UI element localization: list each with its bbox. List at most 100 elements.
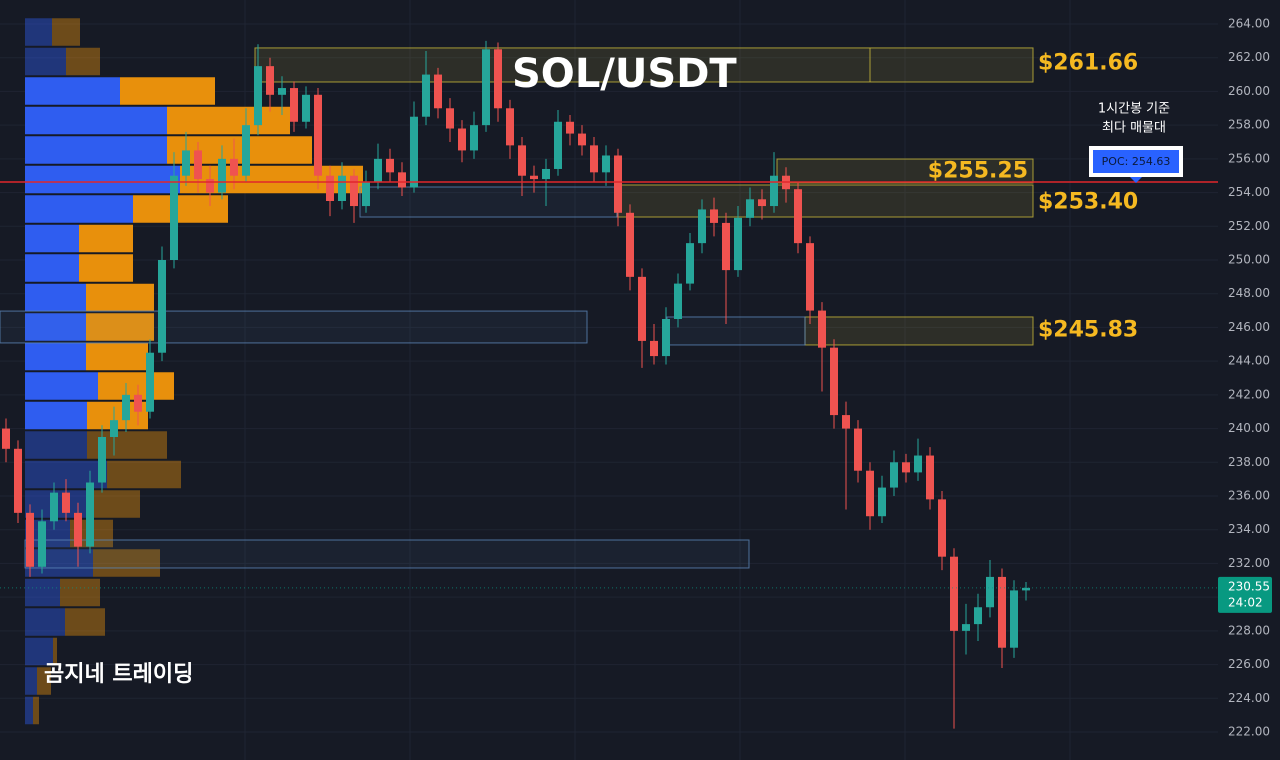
y-tick-label: 236.00: [1228, 489, 1270, 503]
price-zone: [616, 184, 1034, 218]
profile-buy-bar: [25, 195, 133, 223]
candle-body: [230, 158, 238, 176]
candle-body: [458, 128, 466, 151]
candle-body: [278, 88, 286, 95]
candle-body: [554, 121, 562, 169]
y-tick-label: 246.00: [1228, 320, 1270, 334]
candle-body: [830, 347, 838, 416]
candle-body: [614, 155, 622, 213]
price-zone: [804, 316, 1034, 346]
candle-body: [566, 121, 574, 134]
candle-body: [326, 175, 334, 201]
candle-body: [26, 512, 34, 567]
profile-buy-bar: [25, 667, 37, 695]
profile-sell-bar: [167, 106, 290, 135]
candle-body: [542, 168, 550, 180]
candle-body: [506, 108, 514, 146]
y-tick-label: 238.00: [1228, 455, 1270, 469]
y-tick-label: 252.00: [1228, 219, 1270, 233]
candle-body: [950, 556, 958, 631]
candle-body: [242, 125, 250, 176]
poc-badge-pointer: [1130, 177, 1142, 183]
y-tick-label: 244.00: [1228, 354, 1270, 368]
poc-badge: [1093, 150, 1179, 173]
price-zone: [666, 316, 806, 346]
candle-body: [86, 482, 94, 547]
profile-sell-bar: [86, 283, 154, 312]
profile-sell-bar: [53, 637, 57, 666]
candle-body: [62, 492, 70, 513]
candle-body: [974, 607, 982, 625]
candle-body: [758, 199, 766, 207]
y-tick-label: 248.00: [1228, 286, 1270, 300]
profile-buy-bar: [25, 136, 167, 164]
y-tick-label: 234.00: [1228, 522, 1270, 536]
profile-sell-bar: [33, 696, 39, 725]
candle-body: [194, 150, 202, 180]
candle-body: [266, 66, 274, 95]
profile-sell-bar: [65, 608, 105, 636]
profile-sell-bar: [60, 578, 100, 607]
candle-body: [602, 155, 610, 173]
price-zone: [776, 158, 1034, 184]
candle-body: [218, 158, 226, 193]
candle-body: [158, 260, 166, 353]
profile-buy-bar: [25, 342, 86, 371]
zone-label: $253.40: [1038, 190, 1138, 215]
candle-body: [434, 74, 442, 109]
profile-sell-bar: [86, 313, 154, 341]
y-tick-label: 222.00: [1228, 725, 1270, 739]
profile-sell-bar: [66, 47, 100, 76]
candle-body: [518, 145, 526, 176]
candle-body: [662, 319, 670, 357]
candle-body: [746, 199, 754, 218]
candle-body: [410, 116, 418, 188]
y-tick-label: 254.00: [1228, 185, 1270, 199]
profile-sell-bar: [133, 195, 228, 223]
candle-body: [722, 222, 730, 271]
profile-buy-bar: [25, 254, 79, 282]
profile-sell-bar: [90, 490, 140, 518]
poc-badge-label: POC: 254.63: [1102, 155, 1171, 168]
candle-body: [374, 158, 382, 183]
y-tick-label: 228.00: [1228, 623, 1270, 637]
candle-body: [254, 66, 262, 126]
profile-buy-bar: [25, 106, 167, 135]
profile-buy-bar: [25, 696, 33, 725]
y-tick-label: 262.00: [1228, 50, 1270, 64]
profile-buy-bar: [25, 608, 65, 636]
candle-body: [914, 455, 922, 473]
price-zone: [0, 310, 588, 344]
candle-body: [1010, 590, 1018, 648]
profile-sell-bar: [37, 667, 51, 695]
profile-buy-bar: [25, 224, 79, 253]
profile-buy-bar: [25, 372, 98, 400]
y-tick-label: 226.00: [1228, 657, 1270, 671]
candle-body: [770, 175, 778, 207]
zone-label: $261.66: [1038, 50, 1138, 75]
y-tick-label: 240.00: [1228, 421, 1270, 435]
candle-body: [986, 576, 994, 608]
candle-body: [650, 340, 658, 357]
candle-body: [686, 243, 694, 284]
candle-body: [290, 88, 298, 122]
candle-body: [710, 209, 718, 223]
poc-note: 최다 매물대: [1102, 121, 1166, 136]
profile-sell-bar: [86, 342, 148, 371]
zone-label: $245.83: [1038, 317, 1138, 342]
candle-body: [866, 470, 874, 517]
profile-sell-bar: [107, 460, 181, 489]
y-tick-label: 260.00: [1228, 84, 1270, 98]
candle-body: [206, 179, 214, 193]
candle-body: [338, 175, 346, 201]
price-zone: [24, 539, 750, 569]
candle-body: [170, 175, 178, 260]
y-tick-label: 256.00: [1228, 151, 1270, 165]
candle-body: [1022, 587, 1030, 591]
profile-buy-bar: [25, 165, 180, 194]
candle-body: [590, 145, 598, 173]
candle-body: [842, 415, 850, 429]
candle-body: [818, 310, 826, 348]
candle-body: [494, 49, 502, 109]
